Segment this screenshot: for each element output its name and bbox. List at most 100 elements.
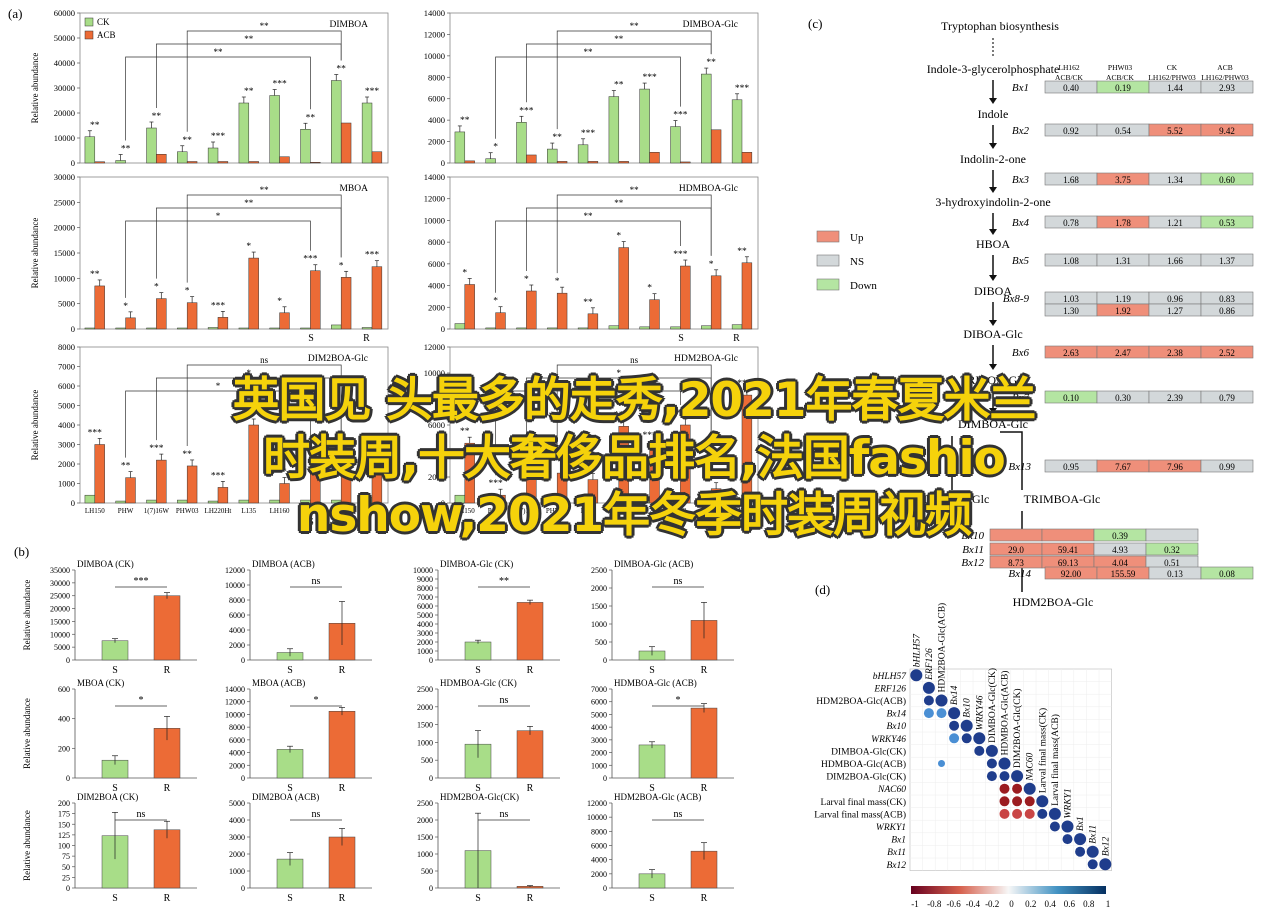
bar-acb bbox=[217, 161, 229, 164]
correlation-dot bbox=[985, 744, 998, 757]
gene-name: Bx2 bbox=[1012, 125, 1030, 137]
significance-mark: *** bbox=[211, 471, 226, 481]
panel-b-chart: HDM2BOA-Glc(CK) 0 500 1000 1500 2000 2500 S Rns bbox=[417, 792, 560, 904]
fold-change-cell bbox=[1200, 253, 1254, 267]
fold-change-value: 2.52 bbox=[1219, 348, 1235, 358]
y-axis-label: Relative abundance bbox=[22, 698, 32, 769]
gene-name: Bx7 bbox=[1012, 392, 1030, 404]
y-tick-label: 2000 bbox=[428, 137, 445, 147]
y-axis-label: Relative abundance bbox=[30, 53, 40, 124]
fold-change-value: 1.44 bbox=[1167, 83, 1183, 93]
bar-acb bbox=[186, 302, 198, 330]
y-tick-label: 500 bbox=[421, 867, 433, 876]
bar-acb bbox=[310, 270, 321, 330]
y-tick-label: 2000 bbox=[229, 641, 245, 650]
y-tick-label: 10000 bbox=[587, 813, 607, 822]
column-label: WRKY46 bbox=[975, 695, 985, 730]
bracket-label: ** bbox=[614, 34, 624, 44]
bracket-label: * bbox=[216, 381, 221, 391]
y-tick-label: 0 bbox=[441, 498, 445, 508]
y-tick-label: 8000 bbox=[417, 584, 433, 593]
x-tick-label: B73 bbox=[305, 507, 317, 515]
y-tick-label: 2000 bbox=[229, 761, 245, 770]
row-label: bHLH57 bbox=[873, 672, 908, 682]
chart-title: DIM2BOA-Glc bbox=[308, 354, 368, 364]
bar-ck bbox=[547, 327, 558, 330]
correlation-dot bbox=[938, 760, 945, 767]
fold-change-value: 0.40 bbox=[1063, 83, 1079, 93]
y-tick-label: 4000 bbox=[591, 856, 607, 865]
gene-name: Bx6 bbox=[1012, 347, 1030, 359]
row-label: Bx10 bbox=[886, 722, 906, 732]
significance-mark: *** bbox=[88, 429, 103, 439]
y-tick-label: 2000 bbox=[417, 816, 433, 825]
column-label: HDMBOA-Glc(ACB) bbox=[1000, 671, 1011, 756]
significance-label: ns bbox=[500, 695, 509, 706]
x-tick-label: S bbox=[649, 665, 655, 676]
y-tick-label: 600 bbox=[58, 685, 70, 694]
bar-s bbox=[101, 640, 129, 661]
significance-mark: *** bbox=[303, 255, 318, 265]
column-header-line2: ACB/CK bbox=[1106, 73, 1135, 82]
x-tick-label: PHW03 bbox=[546, 507, 569, 515]
y-tick-label: 0 bbox=[241, 774, 245, 783]
fold-change-value: 155.59 bbox=[1111, 569, 1136, 579]
significance-bracket bbox=[526, 377, 712, 469]
significance-mark: ** bbox=[306, 113, 316, 123]
column-label: Bx11 bbox=[1089, 825, 1099, 844]
color-scale-tick: 0.8 bbox=[1083, 899, 1095, 909]
fold-change-cell bbox=[1200, 303, 1254, 317]
y-axis-label: Relative abundance bbox=[22, 580, 32, 651]
column-header-line1: ACB bbox=[1217, 63, 1232, 72]
correlation-dot bbox=[1074, 833, 1087, 846]
fold-change-value: 59.41 bbox=[1058, 545, 1078, 555]
fold-change-value: 0.86 bbox=[1219, 306, 1235, 316]
y-tick-label: 1000 bbox=[591, 761, 607, 770]
bar-ck bbox=[269, 327, 280, 330]
legend-label-ck: CK bbox=[97, 17, 110, 27]
y-tick-label: 0 bbox=[441, 158, 445, 168]
fold-change-value: 2.93 bbox=[1219, 83, 1235, 93]
fold-change-value: 29.0 bbox=[1008, 545, 1024, 555]
arrow-head bbox=[989, 320, 997, 326]
y-tick-label: 0 bbox=[603, 656, 607, 665]
bar-ck bbox=[639, 326, 650, 330]
correlation-dot bbox=[999, 771, 1010, 782]
bar-ck bbox=[207, 327, 219, 330]
fold-change-value: 5.52 bbox=[1167, 126, 1183, 136]
significance-mark: *** bbox=[642, 73, 657, 83]
significance-mark: *** bbox=[303, 440, 318, 450]
y-tick-label: 6000 bbox=[591, 842, 607, 851]
correlation-dot bbox=[910, 669, 923, 682]
bracket-label: ** bbox=[583, 47, 593, 57]
y-tick-label: 8000 bbox=[428, 394, 445, 404]
significance-mark: *** bbox=[581, 129, 596, 139]
y-tick-label: 0 bbox=[429, 656, 433, 665]
y-tick-label: 14000 bbox=[424, 8, 445, 18]
significance-bracket bbox=[125, 390, 311, 458]
bracket-label: ** bbox=[630, 21, 640, 31]
y-tick-label: 4000 bbox=[428, 446, 445, 456]
y-tick-label: 14000 bbox=[225, 685, 245, 694]
fold-change-value: 1.30 bbox=[1063, 306, 1079, 316]
correlation-dot bbox=[1012, 783, 1023, 794]
panel-b-chart: DIMBOA (CK) 0 5000 10000 15000 20000 25000 3000… bbox=[22, 559, 197, 676]
significance-mark: *** bbox=[365, 251, 380, 261]
y-tick-label: 400 bbox=[58, 715, 70, 724]
y-axis-label: Relative abundance bbox=[22, 810, 32, 881]
y-tick-label: 2000 bbox=[428, 302, 445, 312]
bar-r bbox=[153, 829, 181, 889]
y-tick-label: 3000 bbox=[58, 440, 75, 450]
correlation-dot bbox=[949, 720, 960, 731]
significance-mark: ** bbox=[583, 298, 593, 308]
correlation-dot bbox=[922, 681, 935, 694]
y-tick-label: 0 bbox=[66, 884, 70, 893]
significance-bracket bbox=[156, 377, 342, 441]
fold-change-value: 1.31 bbox=[1115, 256, 1131, 266]
chart-title: HDM2BOA-Glc(CK) bbox=[440, 792, 519, 802]
significance-mark: *** bbox=[365, 438, 380, 448]
bar-acb bbox=[526, 290, 537, 330]
y-tick-label: 5000 bbox=[54, 643, 70, 652]
y-tick-label: 4000 bbox=[428, 281, 445, 291]
